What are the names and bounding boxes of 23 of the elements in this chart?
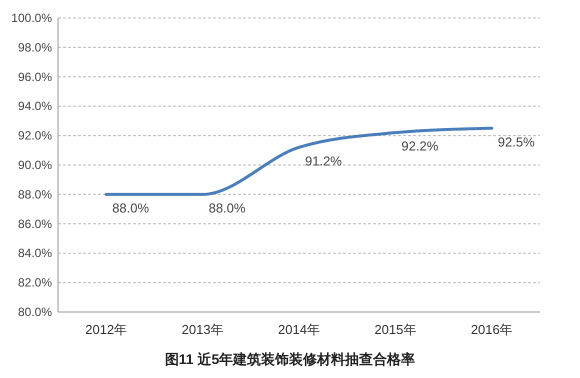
data-label: 92.2% xyxy=(401,138,439,154)
data-label: 91.2% xyxy=(305,153,342,168)
y-tick-label: 100.0% xyxy=(11,11,52,25)
y-tick-label: 80.0% xyxy=(18,305,52,319)
y-tick-label: 96.0% xyxy=(18,70,52,84)
y-tick-label: 92.0% xyxy=(18,128,52,143)
y-tick-label: 98.0% xyxy=(18,40,52,54)
data-label: 88.0% xyxy=(208,200,246,216)
x-tick-label: 2014年 xyxy=(278,322,320,337)
y-tick-label: 90.0% xyxy=(18,158,52,172)
x-tick-label: 2013年 xyxy=(182,322,224,337)
y-tick-label: 82.0% xyxy=(18,276,52,290)
y-tick-label: 84.0% xyxy=(18,246,52,260)
x-tick-label: 2015年 xyxy=(374,322,416,337)
data-label: 88.0% xyxy=(112,200,150,216)
y-tick-label: 94.0% xyxy=(18,99,52,114)
text: 图11 近5年建筑装饰装修材料抽查合格率 xyxy=(164,351,416,367)
y-tick-label: 88.0% xyxy=(18,187,52,202)
line-series xyxy=(104,126,494,196)
x-tick-label: 2016年 xyxy=(470,322,513,337)
data-label: 92.5% xyxy=(498,134,536,150)
y-tick-label: 86.0% xyxy=(18,216,52,231)
x-tick-label: 2012年 xyxy=(85,322,128,337)
